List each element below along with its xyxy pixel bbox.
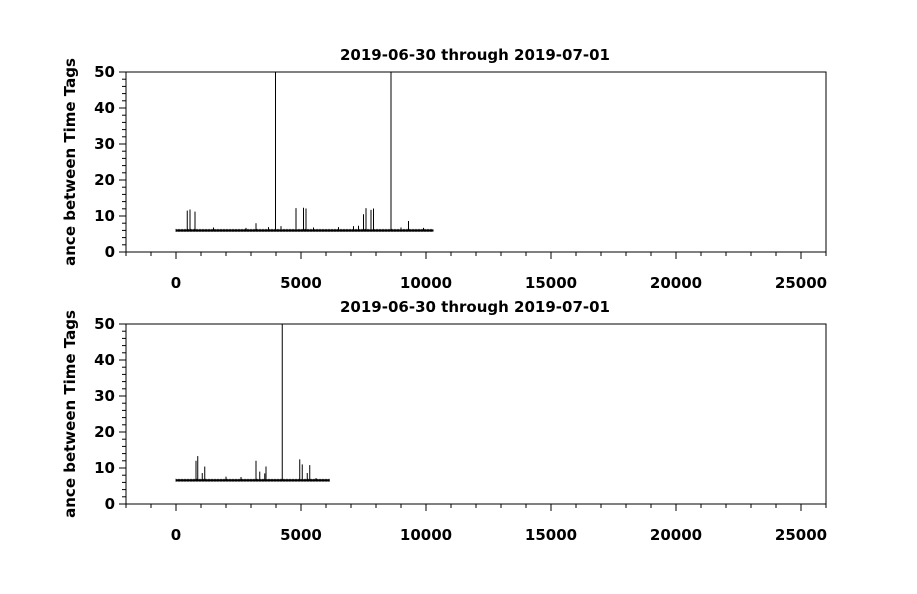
y-axis-label: ance between Time Tags [61,310,79,518]
y-tick-label: 30 [94,387,115,405]
x-tick-label: 10000 [400,274,452,292]
x-tick-label: 25000 [775,274,827,292]
x-tick-label: 10000 [400,526,452,544]
chart-title: 2019-06-30 through 2019-07-01 [340,298,610,316]
y-tick-label: 30 [94,135,115,153]
y-axis-label: ance between Time Tags [61,58,79,266]
x-tick-label: 5000 [280,274,322,292]
plot-frame [125,323,827,505]
y-tick-label: 0 [105,243,115,261]
y-tick-label: 50 [94,63,115,81]
y-tick-label: 50 [94,315,115,333]
y-tick-label: 10 [94,459,115,477]
x-tick-label: 0 [171,274,181,292]
y-tick-label: 40 [94,351,115,369]
y-tick-label: 40 [94,99,115,117]
y-tick-label: 20 [94,423,115,441]
y-tick-label: 10 [94,207,115,225]
x-tick-label: 15000 [525,274,577,292]
x-tick-label: 25000 [775,526,827,544]
chart-title: 2019-06-30 through 2019-07-01 [340,46,610,64]
plot-frame [125,71,827,253]
x-tick-label: 20000 [650,526,702,544]
x-tick-label: 15000 [525,526,577,544]
series-baseline [176,479,330,482]
x-tick-label: 5000 [280,526,322,544]
x-tick-label: 0 [171,526,181,544]
y-tick-label: 20 [94,171,115,189]
y-tick-label: 0 [105,495,115,513]
x-tick-label: 20000 [650,274,702,292]
